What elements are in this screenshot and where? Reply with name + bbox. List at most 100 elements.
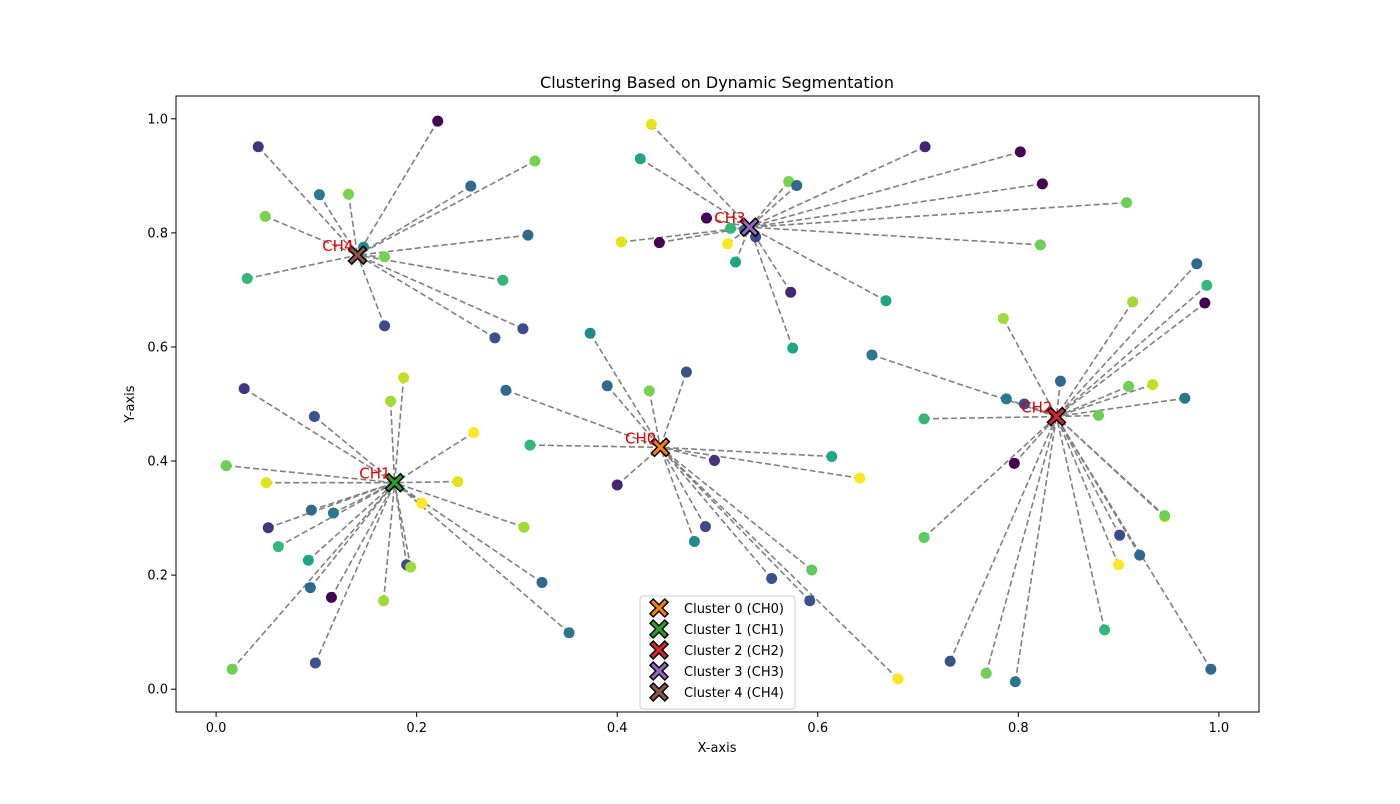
member-point [313,189,325,201]
cluster-link-line [659,446,707,528]
cluster-link-line [648,390,662,448]
member-point [643,385,655,397]
cluster-head-marker [1046,406,1067,427]
cluster-link-line [382,482,396,601]
cluster-link-line [660,446,715,462]
member-point [398,372,410,384]
member-point [997,312,1009,324]
y-tick-label: 0.0 [147,683,168,698]
member-point [241,273,253,285]
member-point [302,554,314,566]
x-tick-label: 0.0 [206,721,227,736]
cluster-link-line [748,226,794,349]
member-point [536,577,548,589]
member-point [238,383,250,395]
cluster-link-line [749,226,887,302]
cluster-link-line [1055,416,1120,566]
legend-entry: Cluster 3 (CH3) [684,665,784,680]
cluster-link-line [659,226,750,244]
cluster-head-label: CH2 [1021,399,1052,417]
cluster-link-line [529,444,661,449]
cluster-link-line [394,480,458,484]
cluster-link-line [393,482,412,568]
member-point [379,320,391,332]
y-axis-ticks: 0.0 0.2 0.4 0.6 0.8 1.0 [147,112,176,698]
member-point [766,573,778,585]
member-point [806,564,818,576]
cluster-link-line [347,193,359,256]
cluster-link-line [247,254,358,280]
member-point [1147,379,1159,391]
cluster-head-marker [739,217,760,238]
plot-frame [175,95,1260,713]
member-point [634,153,646,165]
member-point [468,427,480,439]
member-point [563,627,575,639]
member-point [1099,624,1111,636]
cluster-link-line [1055,415,1166,517]
member-point [892,673,904,685]
cluster-link-line [264,215,358,256]
cluster-link-line [659,446,773,580]
member-point [944,655,956,667]
member-point [272,541,284,553]
member-point [1199,297,1211,309]
member-point [226,663,238,675]
member-point [262,522,274,534]
member-point [611,479,623,491]
cluster-link-line [314,482,396,664]
legend-box [639,595,796,710]
cluster-link-line [318,194,359,256]
cluster-link-line [1056,385,1129,418]
member-point [1205,663,1217,675]
member-point [791,180,803,192]
member-point [308,411,320,423]
member-point [497,274,509,286]
member-point [518,521,530,533]
member-point [1114,529,1126,541]
cluster-link-line [589,332,662,448]
member-point [405,561,417,573]
member-point [327,507,339,519]
cluster-link-line [1055,284,1208,418]
member-point [1134,549,1146,561]
member-point [584,327,596,339]
member-point [730,256,742,268]
cluster-link-line [243,387,396,484]
cluster-link-line [357,234,529,256]
cluster-link-line [356,254,386,327]
member-point [880,295,892,307]
cluster-link-line [1055,381,1062,417]
member-point [309,657,321,669]
cluster-head-label: CH3 [714,209,745,227]
x-tick-label: 0.6 [807,721,828,736]
cluster-link-line [1055,263,1198,418]
cluster-link-line [606,385,661,448]
cluster-link-line [357,254,524,330]
cluster-link-line [949,416,1058,662]
legend-entry: Cluster 2 (CH2) [684,644,784,659]
cluster-link-line [749,151,1021,228]
member-point [522,229,534,241]
legend-marker [648,597,670,619]
cluster-link-line [357,185,472,256]
cluster-link-line [257,146,359,256]
y-tick-label: 0.2 [147,569,168,584]
cluster-link-line [1002,318,1058,417]
member-point [804,595,816,607]
member-point [722,238,734,250]
member-point [826,450,838,462]
member-point [1054,375,1066,387]
member-point [1036,178,1048,190]
member-point [645,119,657,131]
cluster-link-line [660,446,861,479]
member-point [378,595,390,607]
y-tick-label: 1.0 [147,112,168,127]
member-point [1008,457,1020,469]
x-axis-ticks: 0.0 0.2 0.4 0.6 0.8 1.0 [206,712,1229,736]
cluster-link-line [1055,416,1212,670]
member-point [1201,279,1213,291]
member-point [259,210,271,222]
cluster-link-line [505,389,661,449]
